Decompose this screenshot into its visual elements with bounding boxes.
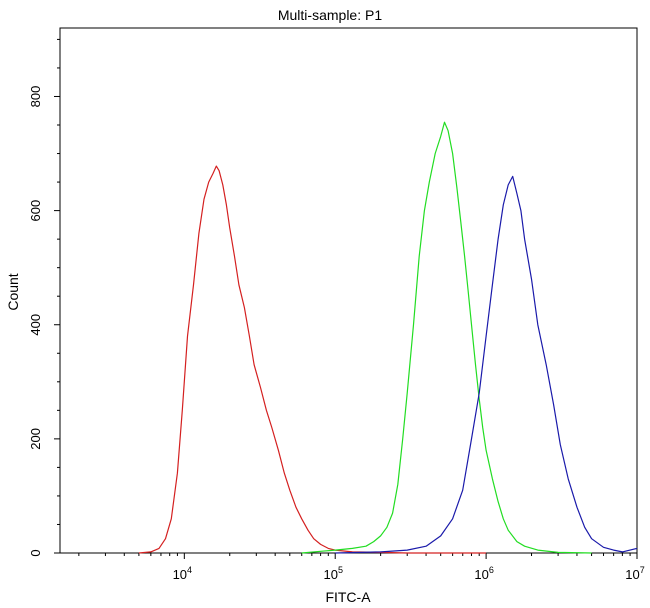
x-tick-label: 106	[474, 565, 493, 582]
y-axis-label: Count	[5, 273, 21, 310]
x-tick-label: 104	[173, 565, 192, 582]
y-tick-label: 200	[28, 428, 43, 450]
y-tick-label: 600	[28, 200, 43, 222]
chart-title: Multi-sample: P1	[278, 7, 382, 23]
x-tick-label: 105	[323, 565, 342, 582]
y-tick-label: 0	[28, 549, 43, 556]
y-axis: 0 200 400 600 800	[28, 38, 60, 557]
series-line-2	[301, 121, 592, 554]
x-axis: 104 105 106 107	[78, 553, 645, 582]
series-line-3	[335, 175, 638, 554]
y-tick-label: 800	[28, 86, 43, 108]
plot-frame	[59, 27, 638, 554]
series-line-1	[138, 165, 487, 554]
series-layer	[138, 121, 638, 554]
y-tick-label: 400	[28, 314, 43, 336]
x-axis-label: FITC-A	[325, 589, 371, 605]
x-tick-label: 107	[625, 565, 644, 582]
